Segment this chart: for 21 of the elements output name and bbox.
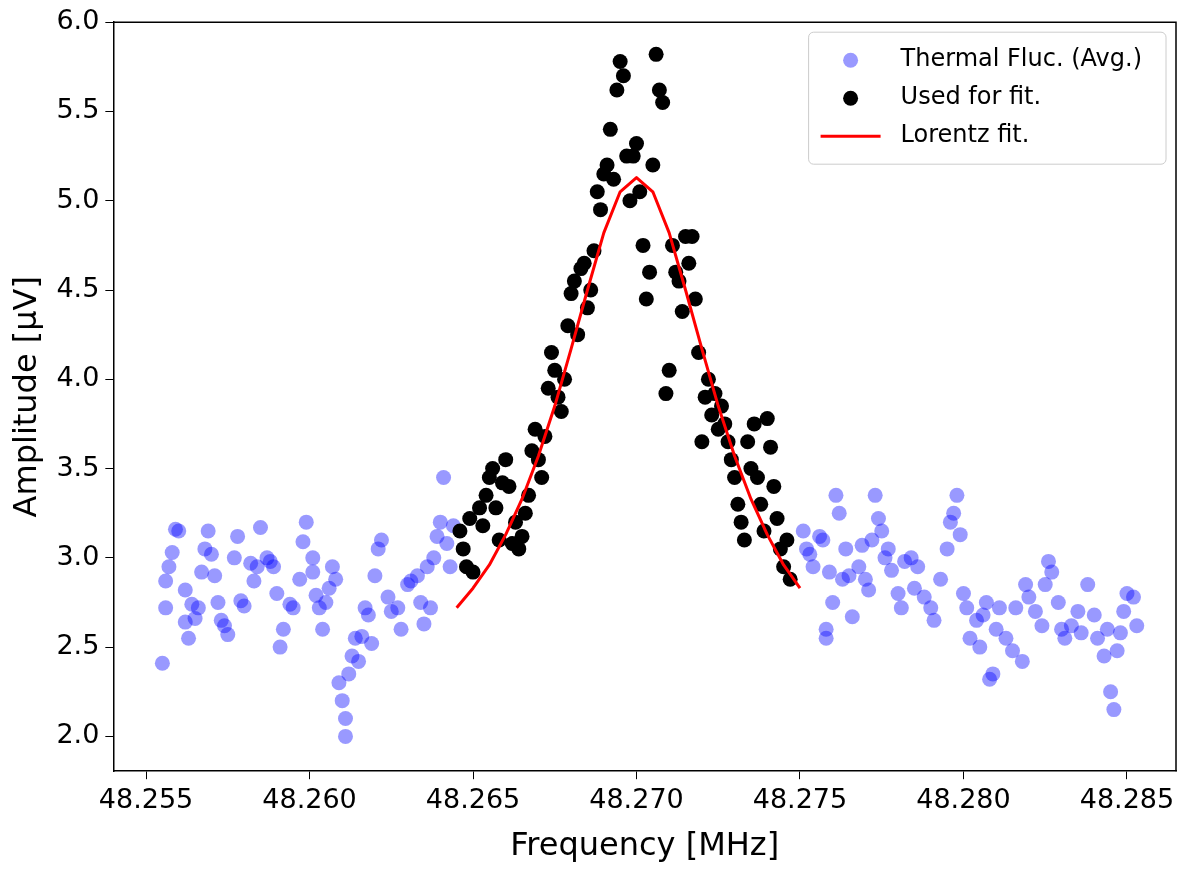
y-tick-label: 5.5 xyxy=(56,93,100,125)
legend-label: Used for fit. xyxy=(900,82,1042,111)
x-tick-label: 48.280 xyxy=(916,783,1011,815)
y-tick-label: 6.0 xyxy=(56,4,100,36)
legend-label: Thermal Fluc. (Avg.) xyxy=(899,44,1142,73)
y-tick-label: 4.5 xyxy=(56,272,100,304)
y-tick-label: 4.0 xyxy=(56,361,100,393)
legend-label: Lorentz fit. xyxy=(900,120,1030,149)
x-tick-label: 48.275 xyxy=(752,783,848,815)
y-tick-label: 3.0 xyxy=(56,539,100,571)
x-tick-label: 48.270 xyxy=(589,783,684,815)
x-tick-label: 48.285 xyxy=(1079,783,1175,815)
x-axis-title: Frequency [MHz] xyxy=(510,825,780,864)
y-tick-label: 2.5 xyxy=(56,629,100,661)
y-tick-label: 5.0 xyxy=(56,182,100,214)
x-tick-label: 48.265 xyxy=(425,783,521,815)
x-tick-label: 48.255 xyxy=(98,783,194,815)
y-tick-label: 3.5 xyxy=(56,450,100,482)
x-tick-label: 48.260 xyxy=(262,783,357,815)
y-tick-label: 2.0 xyxy=(56,718,100,750)
y-axis-title: Amplitude [µV] xyxy=(5,276,44,518)
